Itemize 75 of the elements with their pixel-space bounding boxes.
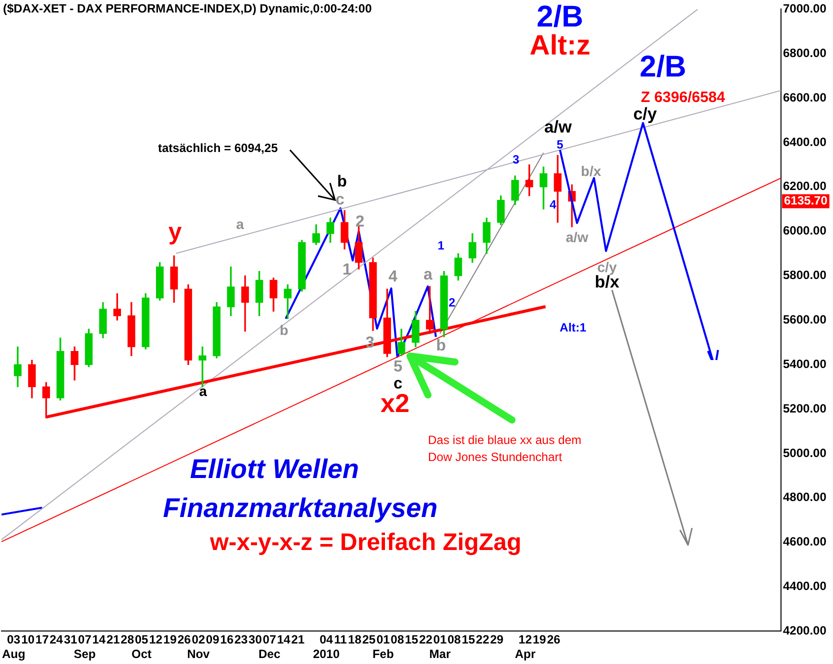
x-tick-label: 26 [546, 632, 561, 647]
y-tick-label: 5200.00 [783, 401, 827, 416]
x-tick-label: 25 [362, 632, 376, 647]
annotation: b [436, 337, 446, 354]
y-tick-label: 5000.00 [783, 446, 827, 460]
x-tick-label: 23 [234, 632, 248, 647]
annotation: b/x [580, 162, 602, 179]
annotation: c [336, 191, 345, 208]
x-tick-label: 14 [92, 632, 106, 647]
x-tick-label: 10 [21, 632, 35, 647]
annotation: c/y [597, 258, 617, 275]
y-tick-label: 6000.00 [783, 224, 827, 238]
x-tick-label: 14 [276, 632, 291, 647]
x-tick-label: 11 [334, 632, 348, 647]
annotation: 2/B [640, 50, 686, 84]
annotation: c/y [633, 104, 658, 124]
x-tick-label: 16 [220, 632, 234, 647]
annotation: w-x-y-x-z = Dreifach ZigZag [209, 529, 522, 556]
annotation: Elliott Wellen [190, 454, 360, 484]
x-tick-label: 12 [149, 632, 163, 647]
y-tick-label: 5400.00 [783, 356, 827, 371]
x-tick-label: 08 [447, 632, 462, 647]
x-tick-label: 09 [206, 632, 220, 647]
x-tick-label: 28 [120, 632, 134, 647]
annotation: Z 6396/6584 [640, 89, 726, 106]
x-tick-label: 22 [476, 632, 490, 647]
annotation: Das ist die blaue xx aus dem [428, 433, 582, 447]
annotation: 2 [448, 295, 456, 310]
x-tick-label: 18 [348, 632, 362, 647]
annotation: 4 [550, 197, 557, 212]
annotation: 1 [342, 261, 352, 278]
y-tick-label: 4400.00 [783, 579, 827, 594]
annotation: 4 [388, 268, 398, 286]
annotation: a/w [566, 228, 588, 245]
annotation: Alt:1 [560, 320, 587, 334]
y-tick-label: 5600.00 [783, 312, 827, 327]
annotation: a [424, 266, 433, 284]
annotation: b [337, 173, 348, 190]
x-tick-label: 15 [404, 632, 419, 647]
annotation: b [280, 322, 288, 338]
annotation: 5 [556, 137, 564, 152]
y-tick-label: 4200.00 [783, 624, 827, 638]
annotation: tatsächlich = 6094,25 [158, 141, 278, 155]
y-tick-label: 7000.00 [783, 2, 827, 16]
x-tick-label: 08 [390, 632, 404, 647]
annotation: 5 [394, 358, 403, 376]
x-tick-label: 29 [490, 632, 504, 647]
annotation: a [199, 382, 208, 399]
y-tick-label: 4800.00 [783, 490, 827, 504]
annotation: 2 [356, 213, 365, 230]
annotation: 3 [512, 152, 520, 166]
text: 6135.70 [784, 194, 828, 208]
x-tick-label: 31 [64, 632, 78, 647]
annotation: Finanzmarktanalysen [163, 493, 438, 523]
annotation: a/w [544, 118, 572, 137]
y-tick-label: 6800.00 [783, 46, 827, 60]
annotation: y [168, 218, 182, 246]
x-tick-label: 26 [178, 632, 192, 647]
x-tick-label: 24 [50, 632, 64, 647]
x-tick-label: 19 [163, 632, 177, 647]
x-tick-label: 21 [291, 632, 305, 647]
x-tick-label: 15 [462, 632, 476, 647]
x-tick-label: 17 [35, 632, 50, 647]
y-tick-label: 6200.00 [783, 179, 827, 194]
annotation: a [236, 216, 244, 232]
y-tick-label: 6400.00 [783, 134, 827, 149]
x-tick-label: 30 [248, 632, 262, 647]
y-tick-label: 5800.00 [783, 268, 827, 282]
x-tick-label: 21 [106, 632, 120, 647]
chart-title: ($DAX-XET - DAX PERFORMANCE-INDEX,D) Dynamic,0:00-24:00 [3, 1, 372, 16]
y-tick-label: 6600.00 [783, 90, 827, 104]
y-tick-label: 4600.00 [783, 534, 827, 549]
annotation: 1 [438, 238, 445, 252]
annotation: Dow Jones Stundenchart [428, 450, 563, 464]
x-tick-label: 19 [532, 632, 546, 647]
